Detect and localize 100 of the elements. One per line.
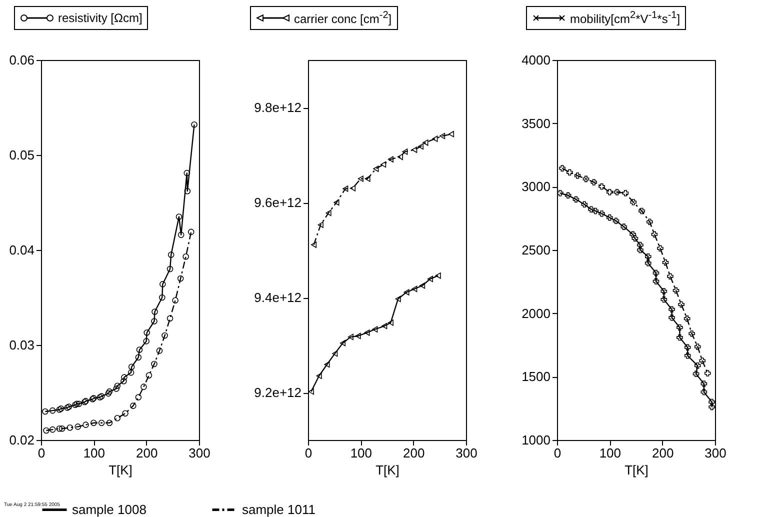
point — [66, 404, 72, 410]
point — [588, 206, 594, 212]
point — [43, 427, 50, 434]
point — [156, 348, 163, 354]
point — [128, 369, 134, 376]
point — [151, 318, 158, 324]
x-axis-title: T[K] — [624, 462, 648, 478]
point — [135, 394, 142, 400]
y-tick-label: 0.04 — [9, 242, 34, 258]
point — [582, 176, 590, 182]
x-tick-label: 200 — [402, 446, 425, 460]
point — [128, 364, 135, 370]
point — [58, 425, 66, 432]
point — [178, 232, 184, 238]
point — [704, 370, 711, 376]
point — [120, 378, 127, 384]
point — [606, 214, 613, 221]
x-tick-label: 0 — [554, 446, 562, 460]
point — [66, 424, 74, 431]
point — [559, 165, 566, 172]
point — [700, 388, 708, 396]
point — [708, 404, 715, 410]
y-tick-label: 1000 — [522, 432, 550, 448]
x-tick-label: 300 — [456, 446, 478, 460]
y-tick-label: 9.6e+12 — [254, 195, 302, 210]
point — [564, 192, 572, 199]
y-tick-label: 1500 — [522, 369, 550, 384]
point — [188, 228, 194, 236]
point — [106, 420, 113, 426]
point — [620, 224, 628, 230]
point — [646, 218, 653, 226]
point — [684, 344, 691, 351]
point — [676, 324, 683, 331]
point — [614, 188, 620, 196]
point — [74, 424, 82, 430]
y-tick-label: 9.4e+12 — [254, 290, 302, 305]
point — [140, 384, 147, 390]
point — [638, 208, 645, 214]
point — [56, 425, 63, 432]
y-tick-label: 9.8e+12 — [254, 100, 302, 115]
point — [49, 426, 56, 433]
x-axis-title: T[K] — [108, 462, 132, 478]
legend-label: sample 1008 — [72, 502, 146, 517]
point — [144, 330, 150, 336]
point — [135, 354, 142, 360]
x-tick-label: 0 — [304, 446, 312, 460]
point — [49, 407, 56, 414]
point — [637, 246, 644, 254]
point — [162, 332, 168, 339]
point — [612, 218, 620, 224]
point — [684, 316, 690, 322]
y-tick-label: 2000 — [522, 306, 550, 321]
point — [676, 334, 683, 341]
point — [166, 315, 174, 322]
point — [182, 254, 189, 260]
point — [76, 400, 82, 408]
y-tick-label: 3500 — [522, 116, 550, 131]
point — [668, 314, 675, 321]
point — [688, 330, 695, 337]
point — [114, 415, 121, 422]
point — [151, 360, 158, 368]
point — [82, 422, 89, 428]
x-tick-label: 200 — [136, 446, 158, 460]
point — [637, 242, 644, 248]
point — [672, 287, 680, 294]
point — [574, 172, 581, 179]
y-tick-label: 3000 — [522, 179, 550, 194]
point — [136, 346, 143, 353]
x-tick-label: 300 — [704, 446, 726, 460]
point — [630, 198, 637, 206]
point — [694, 362, 701, 369]
point — [172, 297, 178, 304]
point — [668, 306, 675, 313]
x-tick-label: 300 — [188, 446, 210, 460]
point — [581, 201, 588, 208]
point — [64, 404, 70, 411]
point — [622, 190, 629, 196]
x-tick-label: 100 — [350, 446, 372, 460]
point — [598, 183, 605, 190]
point — [660, 288, 668, 294]
legend-label: sample 1011 — [242, 502, 316, 517]
point — [122, 410, 128, 417]
x-tick-label: 200 — [652, 446, 674, 460]
y-tick-label: 0.05 — [9, 148, 34, 162]
point — [146, 372, 152, 379]
point — [678, 301, 684, 308]
x-axis-title: T[K] — [376, 462, 400, 478]
point — [130, 402, 136, 409]
point — [598, 210, 605, 217]
point — [699, 358, 706, 364]
chart-title: mobility[cm$^{2}$*V$^{-1}$*s$^{-1}$] — [570, 10, 680, 26]
point — [113, 386, 120, 392]
point — [166, 266, 174, 272]
point — [652, 278, 660, 284]
point — [98, 420, 105, 426]
point — [184, 188, 191, 194]
point — [657, 245, 664, 252]
point — [176, 214, 182, 220]
point — [143, 338, 150, 344]
point — [106, 388, 113, 395]
